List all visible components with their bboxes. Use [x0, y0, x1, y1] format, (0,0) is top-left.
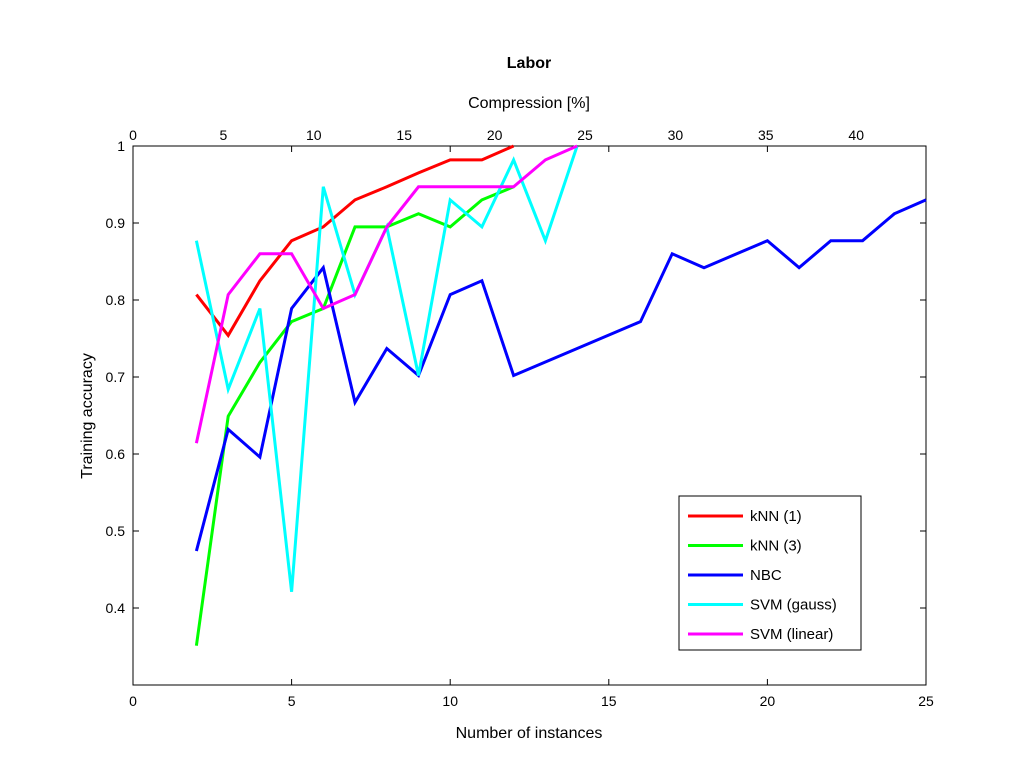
legend-entry: NBC: [750, 567, 782, 584]
y-tick-label: 0.7: [106, 369, 126, 385]
x-tick-label: 5: [288, 693, 296, 709]
legend-entry: kNN (3): [750, 538, 802, 555]
legend-entry: SVM (linear): [750, 626, 833, 643]
legend-box: [678, 495, 862, 651]
series-line-knn-1: [195, 144, 515, 339]
y-axis-title: Training accuracy: [79, 353, 96, 479]
x2-tick-label: 30: [668, 127, 684, 143]
axis-ticks: 0 5 10 15 20 25 0 5 10 15 20 25 30 35 40 0.4 0.5 0.6 0.7 0.…: [106, 127, 934, 709]
x2-tick-label: 10: [306, 127, 322, 143]
y-tick-label: 0.4: [106, 600, 126, 616]
series-line-nbc: [194, 198, 927, 552]
x2-tick-label: 20: [487, 127, 503, 143]
series-layer: [194, 144, 927, 646]
y-tick-label: 0.8: [106, 292, 126, 308]
y-tick-label: 0.9: [106, 215, 126, 231]
x-tick-label: 20: [760, 693, 776, 709]
legend-entry: SVM (gauss): [750, 597, 837, 614]
series-line-knn-3: [194, 185, 515, 646]
series-line-svm-linear: [194, 144, 578, 444]
y-tick-label: 0.5: [106, 523, 126, 539]
x2-tick-label: 40: [848, 127, 864, 143]
legend-entry: kNN (1): [750, 508, 802, 525]
x2-tick-label: 0: [129, 127, 137, 143]
x-tick-label: 25: [918, 693, 934, 709]
x-axis-title: Number of instances: [456, 725, 603, 742]
x2-tick-label: 15: [396, 127, 412, 143]
x2-tick-label: 5: [220, 127, 228, 143]
y-tick-label: 0.6: [106, 446, 126, 462]
legend: kNN (1) kNN (3) NBC SVM (gauss) SVM (linear): [678, 495, 862, 651]
x2-tick-label: 35: [758, 127, 774, 143]
x-tick-label: 0: [129, 693, 137, 709]
x-tick-label: 15: [601, 693, 617, 709]
y-tick-label: 1: [117, 138, 125, 154]
x-tick-label: 10: [442, 693, 458, 709]
chart-title: Labor: [507, 55, 551, 72]
top-axis-title: Compression [%]: [468, 95, 590, 112]
x2-tick-label: 25: [577, 127, 593, 143]
